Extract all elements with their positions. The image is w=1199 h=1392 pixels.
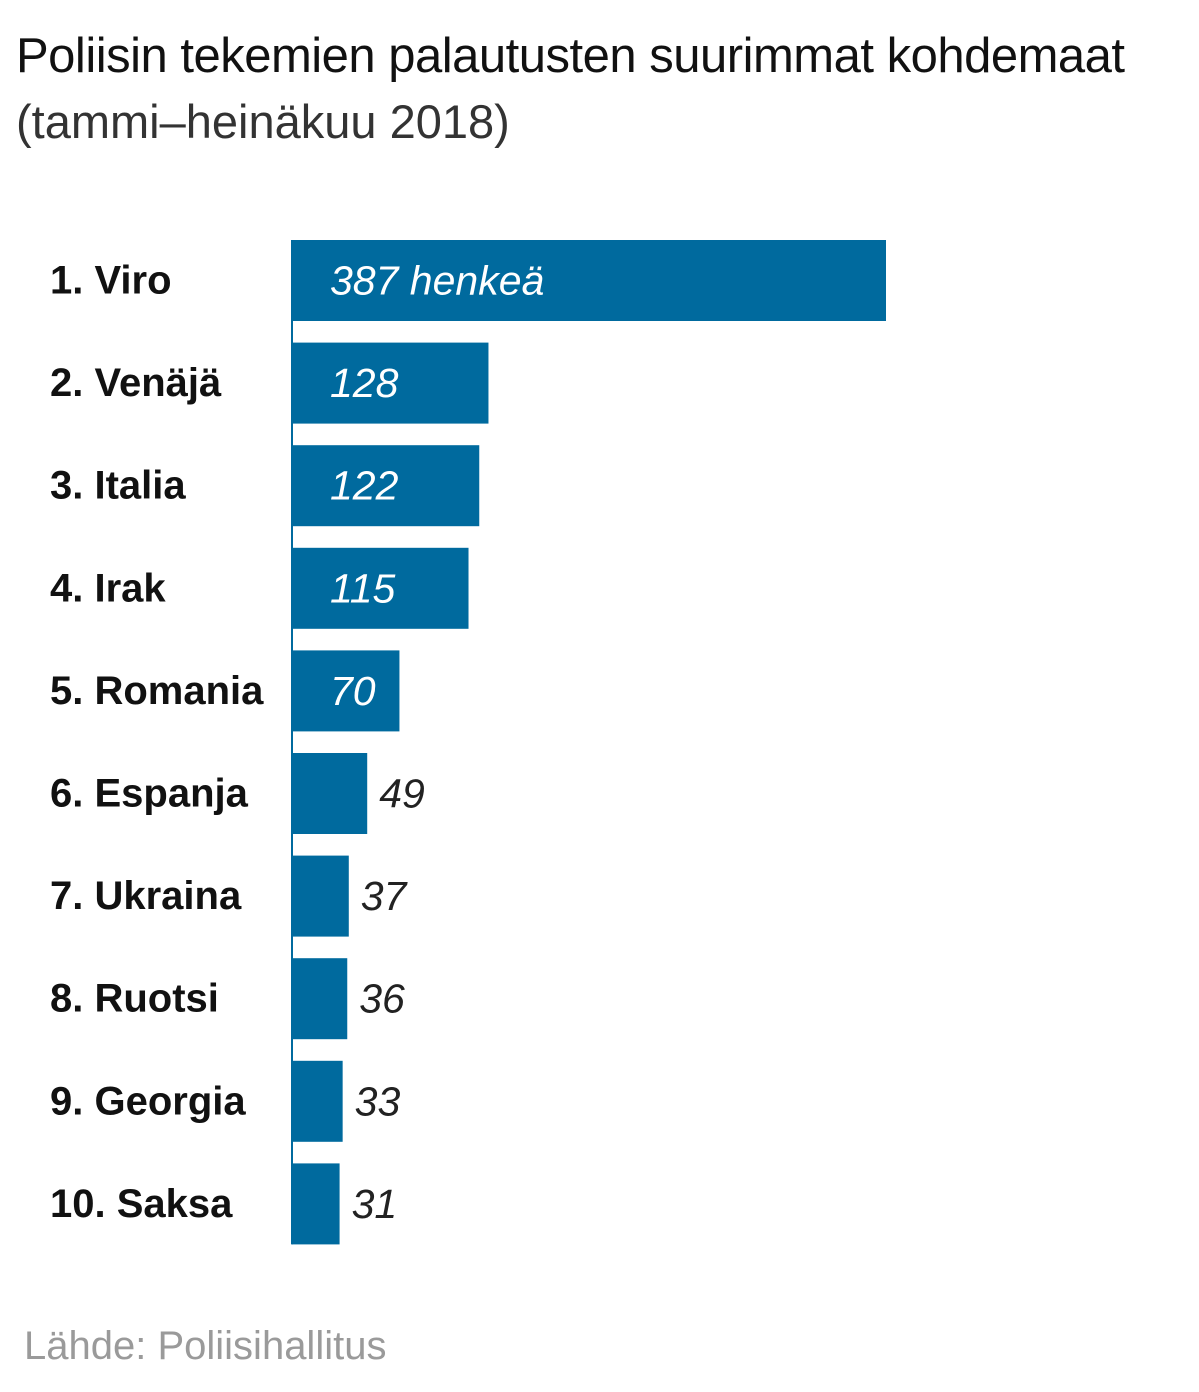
bar-2 bbox=[292, 342, 489, 424]
category-label-4: 4. Irak bbox=[50, 566, 166, 610]
category-label-6: 6. Espanja bbox=[50, 772, 249, 816]
value-label-6: 49 bbox=[379, 771, 425, 817]
value-labels: 387 henkeä 128 122 115 70 49 37 36 33 31 bbox=[330, 258, 544, 1227]
category-label-3: 3. Italia bbox=[50, 464, 186, 508]
bar-5 bbox=[292, 650, 400, 732]
category-labels: 1. Viro 2. Venäjä 3. Italia 4. Irak 5. Roman… bbox=[50, 259, 264, 1226]
value-label-2: 128 bbox=[330, 360, 399, 406]
source-label: Lähde: bbox=[24, 1324, 147, 1368]
category-label-10: 10. Saksa bbox=[50, 1182, 233, 1226]
chart-subtitle: (tammi–heinäkuu 2018) bbox=[16, 95, 510, 148]
bar-7 bbox=[292, 855, 349, 937]
bars bbox=[292, 240, 886, 1245]
bar-8 bbox=[292, 958, 348, 1040]
bar-1 bbox=[292, 240, 886, 321]
bar-3 bbox=[292, 445, 480, 527]
bar-10 bbox=[292, 1163, 340, 1245]
category-label-7: 7. Ukraina bbox=[50, 874, 242, 918]
category-label-5: 5. Romania bbox=[50, 669, 264, 713]
value-label-1: 387 henkeä bbox=[330, 258, 544, 304]
category-label-2: 2. Venäjä bbox=[50, 361, 222, 405]
bar-4 bbox=[292, 547, 469, 629]
category-label-1: 1. Viro bbox=[50, 259, 172, 303]
value-label-10: 31 bbox=[352, 1181, 398, 1227]
chart-title: Poliisin tekemien palautusten suurimmat … bbox=[16, 29, 1125, 83]
bar-6 bbox=[292, 753, 368, 834]
source-note: Lähde: Poliisihallitus bbox=[24, 1324, 386, 1369]
value-label-3: 122 bbox=[330, 463, 399, 509]
category-label-8: 8. Ruotsi bbox=[50, 977, 219, 1021]
value-label-9: 33 bbox=[355, 1078, 401, 1124]
category-label-9: 9. Georgia bbox=[50, 1079, 246, 1123]
bar-9 bbox=[292, 1060, 343, 1142]
value-label-7: 37 bbox=[361, 873, 409, 919]
value-label-8: 36 bbox=[359, 976, 405, 1022]
value-label-5: 70 bbox=[330, 668, 376, 714]
source-text: Poliisihallitus bbox=[157, 1324, 387, 1368]
value-label-4: 115 bbox=[330, 565, 396, 611]
